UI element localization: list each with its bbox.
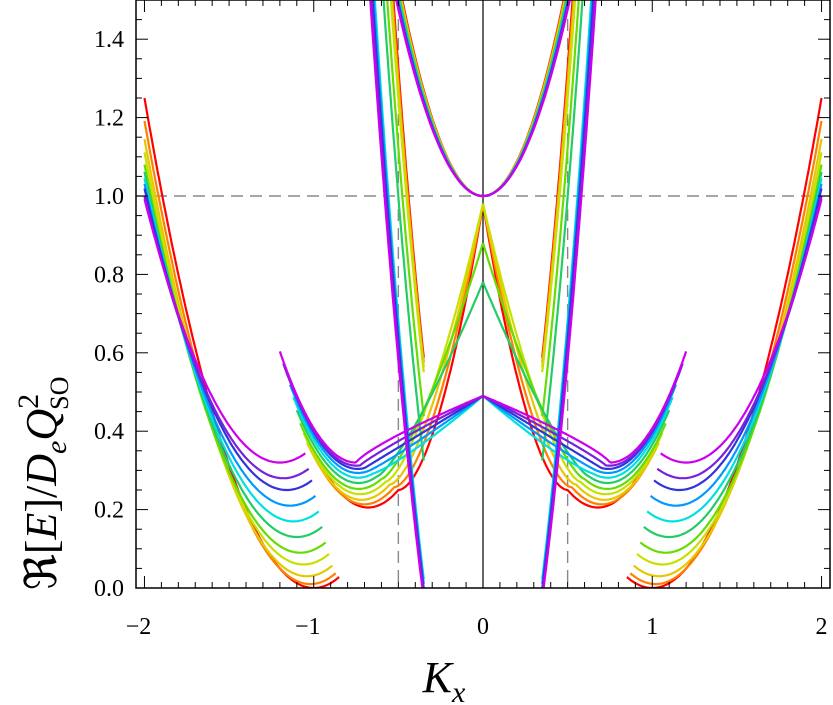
inner-band-right: [482, 395, 674, 479]
inner-band-left: [292, 395, 484, 479]
upper-steep-branch-right: [541, 0, 584, 461]
inner-band-right: [482, 351, 688, 464]
upper-steep-branch-left: [386, 0, 425, 417]
outer-band-right: [636, 152, 823, 566]
inner-band-left: [302, 203, 485, 496]
upper-steep-branch-left: [389, 0, 425, 373]
x-tick-label: 1: [646, 614, 658, 640]
y-tick-label: 1.4: [94, 27, 124, 53]
svg-text:ℜ[E]/DeQ2SO: ℜ[E]/DeQ2SO: [12, 377, 74, 590]
upper-steep-branch-right: [541, 0, 580, 417]
outer-band-left: [143, 152, 330, 566]
series-curve-10: [143, 0, 823, 588]
x-tick-label: 2: [816, 614, 828, 640]
outer-band-right: [632, 138, 823, 578]
inner-band-right: [482, 384, 678, 475]
inner-band-right: [482, 363, 684, 467]
outer-band-left: [143, 198, 306, 464]
inner-band-left: [299, 242, 485, 490]
y-tick-label: 0.8: [94, 262, 124, 288]
inner-band-left: [282, 363, 484, 467]
x-tick-labels: −2 −1 0 1 2: [126, 614, 828, 640]
inner-band-left: [309, 203, 485, 506]
central-upper-band: [395, 0, 572, 198]
x-tick-label: 0: [477, 614, 489, 640]
y-tick-label: 0.6: [94, 341, 124, 367]
inner-band-left: [288, 384, 484, 475]
upper-steep-branch-right: [541, 0, 577, 373]
y-tick-label: 1.2: [94, 106, 124, 132]
inner-band-right: [481, 203, 664, 496]
series-curves: [143, 0, 823, 588]
upper-steep-branch-left: [382, 0, 425, 461]
y-axis-title: ℜ[E]/DeQ2SO: [12, 377, 74, 590]
x-tick-label: −2: [126, 614, 152, 640]
inner-band-right: [481, 242, 667, 490]
y-tick-label: 1.0: [94, 184, 124, 210]
axis-ticks: [136, 0, 830, 589]
upper-steep-branch-left: [369, 0, 424, 588]
inner-band-left: [295, 281, 485, 485]
y-tick-label: 0.2: [94, 498, 124, 524]
inner-band-right: [481, 203, 657, 506]
inner-band-right: [481, 281, 671, 485]
y-tick-label: 0.4: [94, 419, 124, 445]
y-tick-labels: 0.0 0.2 0.4 0.6 0.8 1.0 1.2 1.4: [94, 27, 124, 602]
inner-band-left: [278, 351, 484, 464]
outer-band-left: [143, 138, 334, 578]
y-tick-label: 0.0: [94, 576, 124, 602]
x-tick-label: −1: [295, 614, 321, 640]
outer-band-right: [660, 198, 823, 464]
upper-steep-branch-right: [542, 0, 597, 588]
